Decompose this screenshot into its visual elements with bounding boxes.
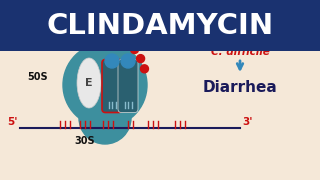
Text: 30S: 30S	[75, 136, 95, 146]
Circle shape	[79, 92, 131, 144]
Circle shape	[71, 33, 79, 41]
Text: 5': 5'	[7, 117, 18, 127]
Text: 50S: 50S	[28, 72, 48, 82]
Circle shape	[137, 55, 145, 63]
FancyBboxPatch shape	[102, 60, 122, 112]
Circle shape	[103, 29, 111, 37]
Circle shape	[63, 43, 147, 127]
Circle shape	[131, 46, 139, 53]
Text: CLINDAMYCIN: CLINDAMYCIN	[46, 12, 274, 40]
Circle shape	[123, 38, 131, 46]
Circle shape	[140, 65, 148, 73]
Circle shape	[121, 54, 135, 68]
Circle shape	[81, 30, 89, 37]
Text: C. difficile: C. difficile	[211, 47, 269, 57]
Text: Diarrhea: Diarrhea	[203, 80, 277, 94]
Circle shape	[113, 32, 121, 40]
FancyBboxPatch shape	[118, 60, 138, 112]
Text: E: E	[85, 78, 93, 88]
Ellipse shape	[77, 58, 101, 108]
Text: 3': 3'	[242, 117, 252, 127]
Circle shape	[62, 39, 70, 47]
Circle shape	[92, 28, 100, 36]
Circle shape	[105, 54, 119, 68]
